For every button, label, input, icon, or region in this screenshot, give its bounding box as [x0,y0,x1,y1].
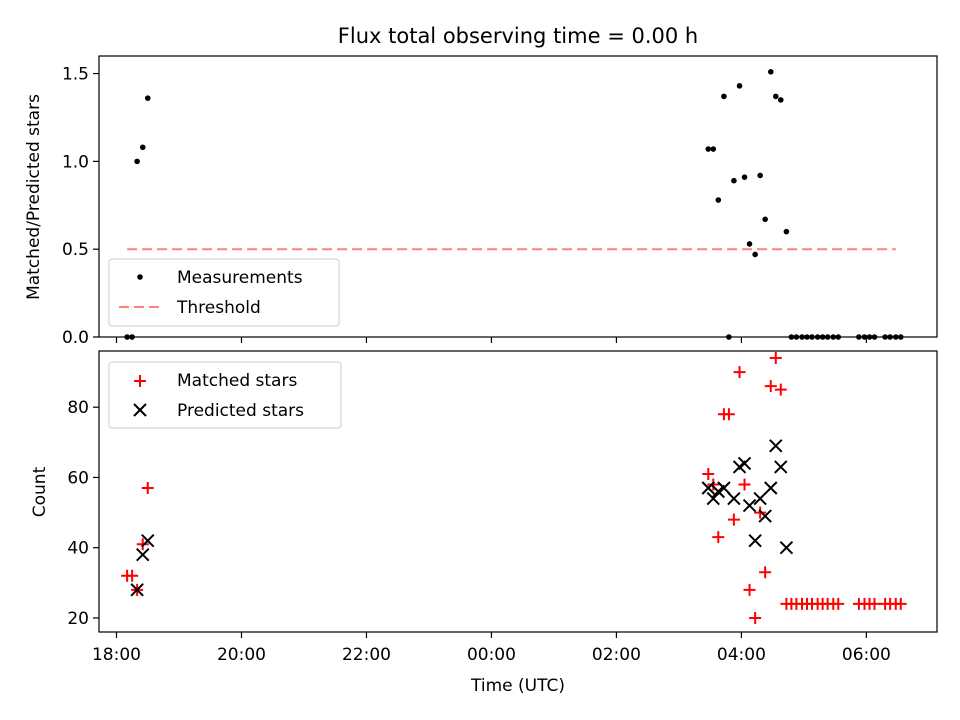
predicted-star-point [706,491,720,506]
matched-star-point [764,380,777,393]
top-axes-frame [98,55,938,338]
top-legend-box [108,258,340,327]
x-tick-label: 18:00 [92,645,141,665]
matched-star-point [759,566,772,579]
measurement-point [746,241,753,247]
legend-predicted-label: Predicted stars [177,401,304,421]
matched-star-point [749,611,762,624]
measurement-point [736,83,743,89]
bottom-axes: 20 40 60 80 18:00 20:00 22:00 00:00 02:00 04:00 0… [30,350,938,696]
legend-threshold-label: Threshold [176,298,261,318]
bottom-legend: Matched stars Predicted stars [108,361,342,429]
measurement-point [752,251,758,258]
measurement-point [705,146,712,152]
measurement-point [757,172,763,179]
measurement-point [144,95,151,101]
x-tick-label: 02:00 [592,645,641,665]
predicted-star-point [748,533,762,548]
matched-star-point [894,597,907,610]
measurement-point [762,216,768,223]
measurement-point [767,69,774,75]
matched-star-point [733,366,746,379]
predicted-star-point [764,481,778,495]
predicted-star-point [701,481,715,495]
predicted-star-point [779,540,794,555]
x-tick-label: 22:00 [342,645,391,665]
predicted-star-point [774,460,788,474]
x-tick-label: 06:00 [842,645,891,665]
predicted-star-point [717,481,731,495]
legend-measurement-marker [137,274,143,280]
top-axes: 0.0 0.5 1.0 1.5 Matched/Predicted stars Mea… [24,55,938,348]
predicted-star-point [727,491,741,506]
bottom-y-tick-label: 60 [67,468,89,488]
bottom-x-ticks: 18:00 20:00 22:00 00:00 02:00 04:00 06:00 [92,632,891,665]
measurement-point [731,177,737,184]
top-y-tick-label: 1.0 [62,152,89,172]
x-tick-label: 00:00 [467,645,516,665]
predicted-star-point [141,533,155,548]
predicted-star-point [136,548,150,562]
matched-star-point [738,478,751,491]
top-y-tick-label: 0.0 [62,328,89,348]
legend-matched-label: Matched stars [177,371,297,391]
measurement-point [715,197,722,203]
measurement-point [721,93,727,100]
matched-star-point [743,583,756,596]
predicted-star-point [769,439,783,453]
top-y-ticks: 0.0 0.5 1.0 1.5 [62,65,99,348]
legend-predicted-marker [133,403,147,417]
predicted-star-point [758,509,772,523]
matched-star-point [141,481,154,494]
matched-star-point [868,597,881,610]
matched-star-point [126,569,139,582]
top-y-tick-label: 0.5 [62,240,89,260]
top-x-ticks [115,337,867,343]
measurement-point [741,174,748,180]
matched-star-point [727,513,740,526]
matched-star-point [754,506,767,519]
x-tick-label: 20:00 [217,645,266,665]
bottom-axes-frame [98,350,938,633]
predicted-star-points [130,439,794,597]
bottom-y-axis-label: Count [30,466,50,517]
measurement-point [777,97,784,103]
measurement-point [783,228,790,235]
bottom-y-tick-label: 80 [67,398,89,418]
bottom-y-ticks: 20 40 60 80 [67,398,99,629]
chart-title: Flux total observing time = 0.00 h [338,24,698,48]
legend-measurements-label: Measurements [177,268,303,288]
measurement-point [134,158,140,165]
matched-star-point [832,597,845,610]
measurement-point [710,146,717,152]
bottom-y-tick-label: 40 [67,539,89,559]
measurement-point [772,93,779,100]
bottom-legend-box [108,361,342,429]
x-axis-label: Time (UTC) [470,676,565,696]
measurement-point [139,144,146,151]
matched-star-point [707,478,720,491]
legend-matched-marker [134,375,146,387]
top-legend: Measurements Threshold [108,258,340,327]
bottom-y-tick-label: 20 [67,609,89,629]
predicted-star-point [737,456,752,471]
matched-star-point [712,531,725,544]
predicted-star-point [742,498,757,513]
x-tick-label: 04:00 [717,645,766,665]
matched-star-point [769,352,782,365]
predicted-star-point [130,583,144,597]
top-y-tick-label: 1.5 [62,65,89,85]
matched-star-point [774,383,787,396]
matched-star-point [722,408,735,421]
matched-star-point [136,538,149,551]
top-y-axis-label: Matched/Predicted stars [24,94,44,300]
matched-star-point [702,467,715,480]
matched-star-points [121,352,907,624]
predicted-star-point [753,491,767,506]
